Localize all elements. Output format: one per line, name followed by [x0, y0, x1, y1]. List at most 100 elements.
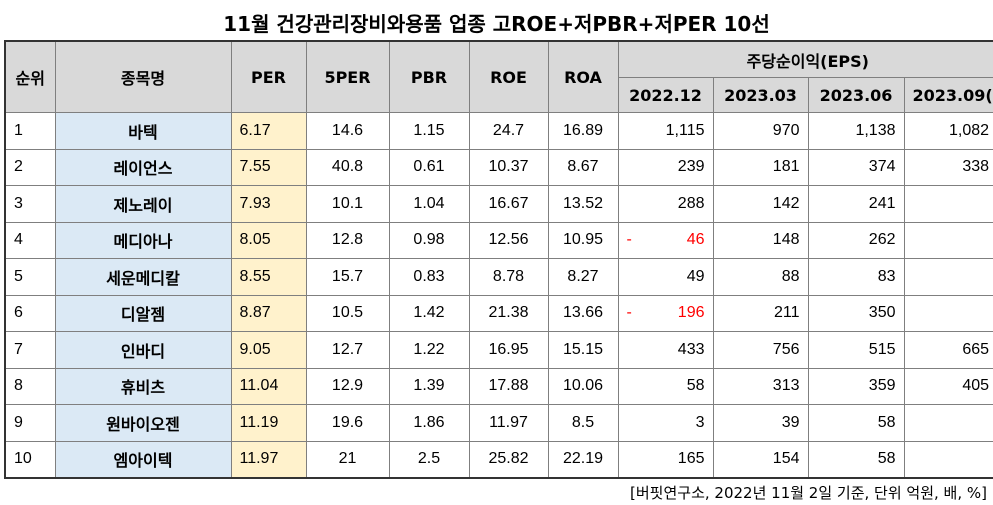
eps-cell: 241 [807, 185, 905, 223]
table-row: 7 인바디 9.05 12.7 1.22 16.95 15.15 433 756 515 665 [4, 331, 993, 369]
eps-cell: 1,115 [617, 112, 714, 150]
roe-cell: 21.38 [468, 294, 549, 332]
eps-cell: 58 [807, 404, 905, 442]
rank-cell: 8 [4, 367, 56, 405]
roe-cell: 11.97 [468, 404, 549, 442]
table-row: 1 바텍 6.17 14.6 1.15 24.7 16.89 1,115 970 1,138 1,0… [4, 112, 993, 150]
eps-cell: 433 [617, 331, 714, 369]
eps-cell [903, 404, 993, 442]
per-cell: 9.05 [230, 331, 307, 369]
eps-cell: 148 [712, 221, 809, 259]
stock-name-cell: 메디아나 [54, 221, 232, 259]
eps-cell: 58 [617, 367, 714, 405]
table-row: 2 레이언스 7.55 40.8 0.61 10.37 8.67 239 181 374 338 [4, 148, 993, 186]
per-cell: 8.87 [230, 294, 307, 332]
roa-cell: 8.27 [547, 258, 619, 296]
eps-cell [903, 258, 993, 296]
eps-cell: 88 [712, 258, 809, 296]
per5-cell: 10.5 [305, 294, 390, 332]
roa-cell: 15.15 [547, 331, 619, 369]
header-name: 종목명 [54, 40, 232, 113]
table-body: 1 바텍 6.17 14.6 1.15 24.7 16.89 1,115 970 1,138 1,0… [4, 112, 993, 479]
pbr-cell: 1.04 [388, 185, 470, 223]
eps-cell: 142 [712, 185, 809, 223]
stock-name-cell: 제노레이 [54, 185, 232, 223]
eps-cell [903, 221, 993, 259]
stock-name-cell: 레이언스 [54, 148, 232, 186]
roa-cell: 8.5 [547, 404, 619, 442]
header-eps-group: 주당순이익(EPS) [617, 40, 993, 78]
header-pbr: PBR [388, 40, 470, 113]
table-row: 5 세운메디칼 8.55 15.7 0.83 8.78 8.27 49 88 83 [4, 258, 993, 296]
eps-cell: - 46 [617, 221, 714, 259]
rank-cell: 2 [4, 148, 56, 186]
per-cell: 11.19 [230, 404, 307, 442]
stock-name-cell: 세운메디칼 [54, 258, 232, 296]
pbr-cell: 1.22 [388, 331, 470, 369]
eps-cell: 313 [712, 367, 809, 405]
per5-cell: 40.8 [305, 148, 390, 186]
eps-cell: 58 [807, 440, 905, 479]
eps-cell: - 196 [617, 294, 714, 332]
table-row: 9 원바이오젠 11.19 19.6 1.86 11.97 8.5 3 39 58 [4, 404, 993, 442]
table-row: 6 디알젬 8.87 10.5 1.42 21.38 13.66- 196 211 350 [4, 294, 993, 332]
eps-cell: 665 [903, 331, 993, 369]
eps-value: 196 [677, 304, 705, 322]
pbr-cell: 1.15 [388, 112, 470, 150]
pbr-cell: 1.42 [388, 294, 470, 332]
per-cell: 8.05 [230, 221, 307, 259]
eps-cell: 374 [807, 148, 905, 186]
rank-cell: 6 [4, 294, 56, 332]
eps-cell: 49 [617, 258, 714, 296]
eps-value: 46 [686, 231, 705, 249]
eps-cell: 756 [712, 331, 809, 369]
per5-cell: 14.6 [305, 112, 390, 150]
roa-cell: 16.89 [547, 112, 619, 150]
roa-cell: 22.19 [547, 440, 619, 479]
header-eps-period: 2023.09(E) [903, 77, 993, 113]
eps-cell: 1,082 [903, 112, 993, 150]
eps-cell: 181 [712, 148, 809, 186]
eps-cell: 350 [807, 294, 905, 332]
eps-cell: 262 [807, 221, 905, 259]
roe-cell: 10.37 [468, 148, 549, 186]
header-roe: ROE [468, 40, 549, 113]
rank-cell: 9 [4, 404, 56, 442]
source-footnote: [버핏연구소, 2022년 11월 2일 기준, 단위 억원, 배, %] [630, 484, 987, 502]
per5-cell: 12.8 [305, 221, 390, 259]
screening-table: 순위 종목명 PER 5PER PBR ROE ROA 주당순이익(EPS) 2… [4, 40, 993, 479]
header-eps-period: 2023.03 [712, 77, 809, 113]
per5-cell: 21 [305, 440, 390, 479]
eps-cell: 1,138 [807, 112, 905, 150]
header-eps-period: 2023.06 [807, 77, 905, 113]
eps-cell: 83 [807, 258, 905, 296]
table-row: 10 엠아이텍 11.97 21 2.5 25.82 22.19 165 154 58 [4, 440, 993, 479]
header-rank: 순위 [4, 40, 56, 113]
header-roa: ROA [547, 40, 619, 113]
eps-cell: 338 [903, 148, 993, 186]
table-title: 11월 건강관리장비와용품 업종 고ROE+저PBR+저PER 10선 [223, 12, 770, 36]
roa-cell: 8.67 [547, 148, 619, 186]
eps-cell: 165 [617, 440, 714, 479]
stock-name-cell: 디알젬 [54, 294, 232, 332]
eps-cell: 3 [617, 404, 714, 442]
pbr-cell: 1.86 [388, 404, 470, 442]
stock-name-cell: 휴비츠 [54, 367, 232, 405]
negative-marker: - [626, 231, 632, 249]
per-cell: 11.97 [230, 440, 307, 479]
eps-cell: 154 [712, 440, 809, 479]
pbr-cell: 2.5 [388, 440, 470, 479]
header-per: PER [230, 40, 307, 113]
per-cell: 11.04 [230, 367, 307, 405]
per5-cell: 10.1 [305, 185, 390, 223]
stock-name-cell: 인바디 [54, 331, 232, 369]
roe-cell: 17.88 [468, 367, 549, 405]
eps-cell [903, 185, 993, 223]
eps-cell: 239 [617, 148, 714, 186]
roe-cell: 24.7 [468, 112, 549, 150]
eps-cell: 39 [712, 404, 809, 442]
eps-cell: 970 [712, 112, 809, 150]
per-cell: 7.93 [230, 185, 307, 223]
roe-cell: 16.67 [468, 185, 549, 223]
stock-name-cell: 바텍 [54, 112, 232, 150]
